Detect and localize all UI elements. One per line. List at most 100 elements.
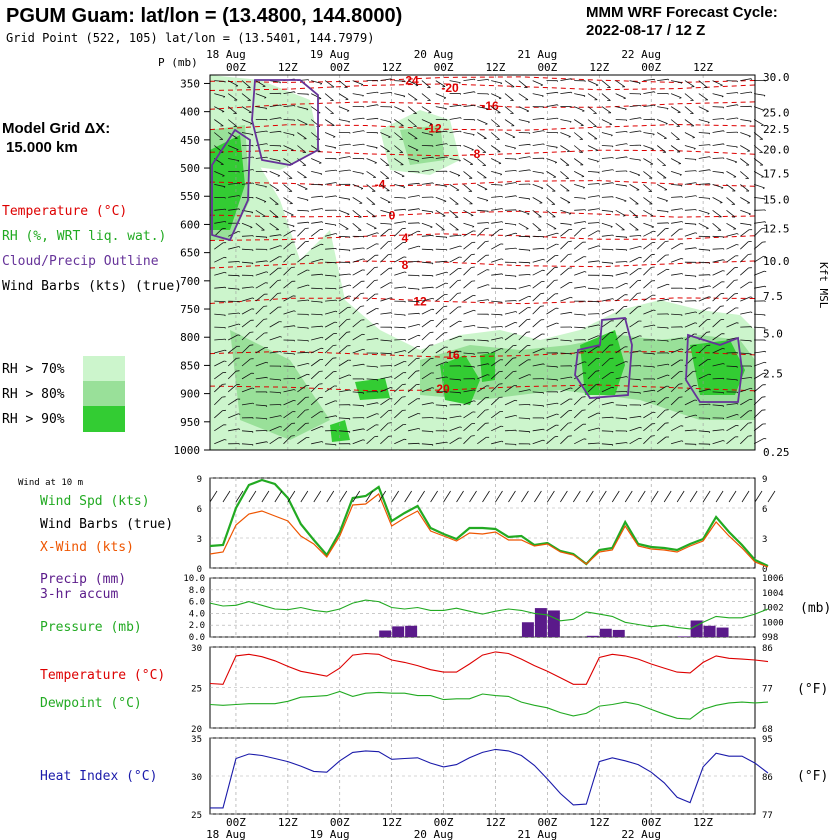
wind-barb-flag xyxy=(625,361,628,363)
wind-barb xyxy=(657,106,669,109)
wind-barb xyxy=(574,221,586,224)
wind-barb xyxy=(615,332,625,341)
wind-barb xyxy=(615,248,627,251)
wind-barb xyxy=(380,339,392,342)
wind-barb-flag xyxy=(709,169,711,171)
wind-barb xyxy=(601,234,613,237)
wind-barb-flag xyxy=(404,209,407,211)
height-tick-label: 17.5 xyxy=(763,167,790,180)
wind-barb xyxy=(463,435,472,445)
wind-barb xyxy=(560,209,571,214)
wind-barb xyxy=(643,324,655,328)
wind-barb xyxy=(518,119,530,123)
wind-barb xyxy=(324,321,335,328)
wind-barb-flag xyxy=(583,438,587,440)
wind-barb xyxy=(656,268,667,276)
wind-barb xyxy=(338,169,350,172)
wind-barb-flag xyxy=(709,388,711,391)
wind-barb-flag xyxy=(639,256,642,259)
wind-barb xyxy=(463,145,474,151)
wind-barb xyxy=(214,271,226,276)
wind-barb xyxy=(684,145,696,149)
wind-barb xyxy=(435,156,447,159)
wind-barb xyxy=(214,119,224,127)
height-tick-label: 15.0 xyxy=(763,193,790,206)
wind-barb xyxy=(726,436,736,445)
wind-barb-flag xyxy=(473,400,476,402)
pressure-tick-label: 800 xyxy=(180,331,200,344)
wind-barb xyxy=(310,371,320,380)
wind-barb xyxy=(338,209,350,215)
wind-barb-flag xyxy=(734,279,738,281)
wind-barb xyxy=(449,222,459,231)
wind-barb xyxy=(255,184,267,187)
wind-barb xyxy=(228,158,240,161)
wind-barb xyxy=(670,171,682,176)
wind-barb-flag xyxy=(388,253,392,255)
wind-barb xyxy=(712,391,724,393)
wind-barb-flag xyxy=(612,234,614,237)
wind-barb xyxy=(352,391,364,394)
temperature-contour xyxy=(209,83,756,91)
wind-barb-flag xyxy=(501,208,504,210)
wind-barb xyxy=(269,306,279,315)
wind-barb xyxy=(380,365,392,367)
wind-barb xyxy=(269,209,279,218)
precip-bar xyxy=(716,627,729,637)
wind-barb xyxy=(338,156,350,159)
wind-barb xyxy=(477,363,489,367)
wind-barb xyxy=(615,131,627,133)
wind-barb xyxy=(408,208,420,211)
wind-barb xyxy=(532,247,544,250)
wind-barb-flag xyxy=(666,108,669,110)
wind-barb xyxy=(684,385,695,393)
wind-barb xyxy=(740,209,751,215)
surface-wind-barb xyxy=(404,490,412,503)
wind-barb xyxy=(449,350,461,354)
wind-barb xyxy=(241,308,252,315)
wind-barb-flag xyxy=(595,370,600,372)
page-subtitle: Grid Point (522, 105) lat/lon = (13.5401… xyxy=(6,31,374,45)
wind-barb xyxy=(408,442,420,445)
right-tick-label: 86 xyxy=(762,644,773,654)
wind-barb xyxy=(435,184,447,187)
wind-barb-flag xyxy=(374,227,377,230)
bottom-time-label: 12Z xyxy=(278,816,298,829)
wind-barb-flag xyxy=(680,82,683,84)
wind-barb xyxy=(601,372,612,380)
precip-bar xyxy=(586,635,599,637)
wind-barb-flag xyxy=(485,409,489,411)
wind-barb-flag xyxy=(362,95,364,97)
wind-barb-flag xyxy=(529,285,531,287)
wind-barb-flag xyxy=(334,224,337,227)
wind-barb xyxy=(629,117,641,120)
wind-barb xyxy=(698,144,710,146)
wind-barb xyxy=(283,365,295,367)
wind-barb-flag xyxy=(598,324,601,326)
surface-wind-barb xyxy=(469,490,477,503)
wind-barb xyxy=(366,254,376,263)
wind-barb xyxy=(463,184,473,192)
legend-rh90: RH > 90% xyxy=(2,412,65,427)
wind-barb xyxy=(753,438,764,445)
wind-barb xyxy=(615,417,627,420)
wind-barb-flag xyxy=(736,233,739,235)
wind-barb-flag xyxy=(680,425,684,427)
wind-barb xyxy=(380,119,392,123)
wind-barb xyxy=(629,246,641,250)
wind-barb xyxy=(227,398,238,406)
precip-bar xyxy=(534,608,547,637)
wind-barb-flag xyxy=(681,337,684,340)
surface-wind-barb xyxy=(508,490,516,503)
wind-barb xyxy=(560,422,569,432)
wind-barb xyxy=(518,274,530,276)
wind-barb xyxy=(228,323,239,328)
wind-barb xyxy=(449,437,460,445)
wind-barb xyxy=(380,132,391,138)
wind-barb xyxy=(504,371,514,380)
wind-barb xyxy=(228,261,240,263)
wind-barb-flag xyxy=(652,226,654,228)
wind-barb xyxy=(684,443,696,445)
wind-barb-flag xyxy=(653,91,656,93)
wind-barb xyxy=(546,307,557,315)
